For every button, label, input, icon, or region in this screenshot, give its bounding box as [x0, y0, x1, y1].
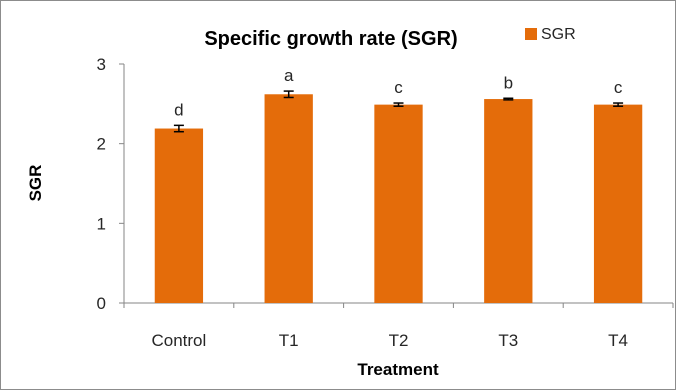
x-axis: Control T1 T2 T3 T4 — [123, 302, 674, 350]
x-tick-label: T1 — [279, 331, 299, 350]
bar — [484, 99, 533, 303]
x-tick-label: Control — [151, 331, 206, 350]
x-tick-label: T2 — [389, 331, 409, 350]
chart-title: Specific growth rate (SGR) — [204, 28, 457, 50]
y-tick-label: 1 — [97, 214, 106, 233]
x-tick-label: T3 — [498, 331, 518, 350]
bar — [374, 104, 423, 303]
y-axis: 0 1 2 3 — [97, 55, 125, 313]
bar — [593, 104, 643, 303]
legend-swatch — [525, 28, 537, 40]
y-axis-title: SGR — [26, 165, 45, 202]
y-tick-label: 0 — [97, 294, 106, 313]
significance-label: c — [614, 78, 623, 97]
bars: d a c b c — [154, 66, 643, 303]
legend: SGR — [525, 26, 576, 43]
y-tick-label: 2 — [97, 135, 106, 154]
significance-label: a — [284, 66, 294, 85]
bar — [154, 128, 204, 303]
x-tick-label: T4 — [608, 331, 628, 350]
bar — [264, 94, 313, 303]
significance-label: b — [504, 73, 513, 92]
significance-label: c — [394, 78, 403, 97]
x-axis-title: Treatment — [357, 360, 439, 379]
significance-label: d — [174, 100, 183, 119]
legend-label: SGR — [541, 26, 576, 43]
y-tick-label: 3 — [97, 55, 106, 74]
